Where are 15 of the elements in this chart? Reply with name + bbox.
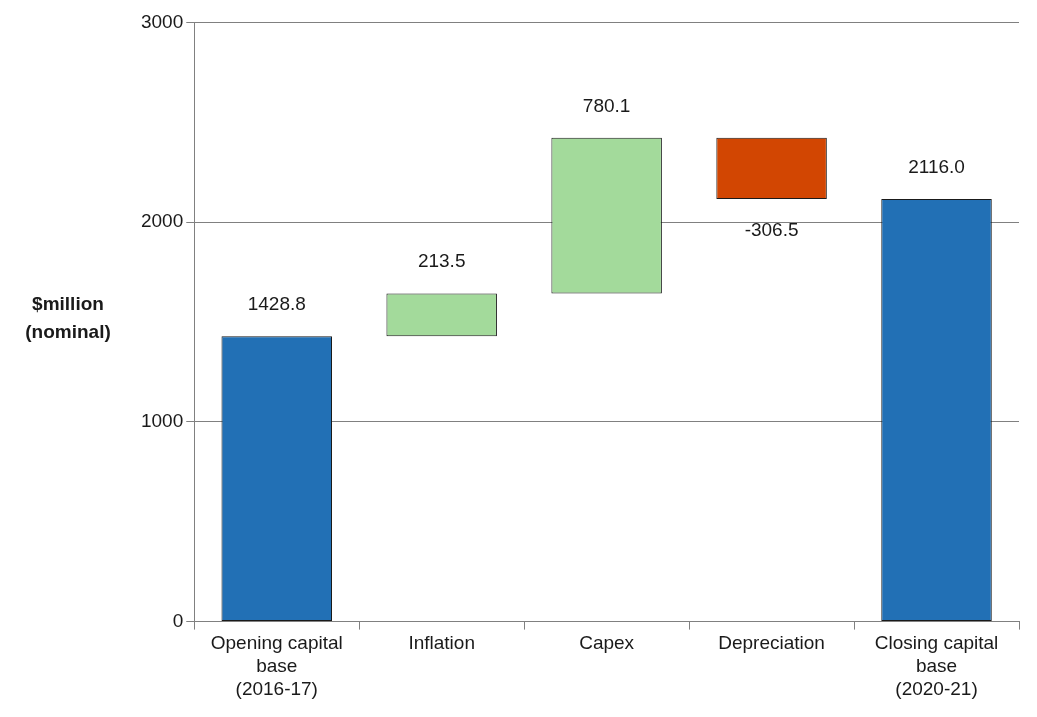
data-label: -306.5 <box>744 218 799 240</box>
data-label: 2116.0 <box>908 155 965 177</box>
y-axis-title: $million (nominal) <box>24 292 112 344</box>
y-tick-label: 0 <box>172 609 184 631</box>
x-tick-label: Closing capital base (2020-21) <box>874 632 999 699</box>
data-label: 213.5 <box>417 250 466 272</box>
x-tick-label: Depreciation <box>718 632 825 654</box>
y-tick-label: 1000 <box>140 410 184 432</box>
y-tick-label: 2000 <box>140 210 184 232</box>
data-label: 1428.8 <box>247 292 306 314</box>
x-tick-label: Capex <box>579 632 635 654</box>
x-tick-label: Inflation <box>408 632 475 654</box>
data-label: 780.1 <box>582 94 631 116</box>
x-tick-label: Opening capital base (2016-17) <box>210 632 343 699</box>
y-tick-label: 3000 <box>140 10 184 32</box>
